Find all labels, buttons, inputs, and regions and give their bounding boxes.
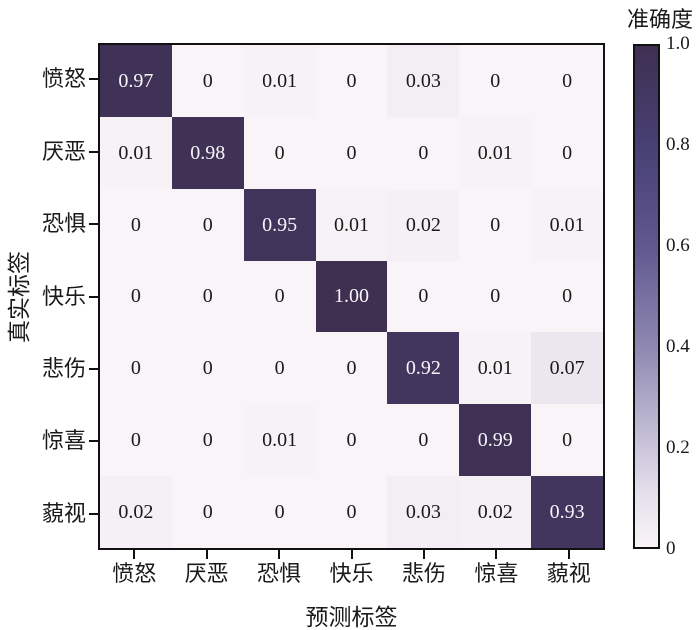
colorbar-tick-label: 0 [666,538,676,559]
matrix-cell: 0 [315,116,388,189]
matrix-cell: 1.00 [315,260,388,333]
x-axis-title: 预测标签 [305,605,398,630]
matrix-cell: 0 [531,260,603,333]
colorbar-tick-label: 0.4 [666,336,690,357]
heatmap-plot: 0.97 0 0.01 0 0.03 0 0 0.01 0.98 0 0 0 0.01 0 0 0 0.95 0.… [98,43,605,550]
matrix-cell: 0 [171,404,244,477]
matrix-cell: 0.01 [315,188,388,261]
matrix-cell: 0 [387,404,460,477]
x-tick-label: 快乐 [329,561,374,586]
matrix-cell: 0.01 [243,404,316,477]
x-tick-mark [495,550,498,559]
matrix-cell: 0 [315,476,388,548]
matrix-cell: 0 [459,260,532,333]
x-tick-label: 愤怒 [112,561,157,586]
y-tick-mark [89,440,98,443]
x-tick-mark [205,550,208,559]
y-tick-mark [89,512,98,515]
x-tick-mark [133,550,136,559]
colorbar-tick-label: 1.0 [666,33,690,54]
matrix-cell: 0 [459,45,532,117]
matrix-cell: 0 [100,260,172,333]
matrix-cell: 0.01 [100,116,172,189]
matrix-cell: 0 [100,332,172,405]
matrix-cell: 0 [315,404,388,477]
matrix-cell: 0 [100,404,172,477]
matrix-cell: 0 [100,188,172,261]
matrix-cell: 0 [171,45,244,117]
colorbar-tick-label: 0.6 [666,235,690,256]
x-tick-label: 惊喜 [474,561,519,586]
x-tick-label: 悲伤 [401,561,446,586]
matrix-cell: 0.01 [243,45,316,117]
y-tick-mark [89,150,98,153]
matrix-cell: 0 [243,116,316,189]
x-axis-tick-labels: 愤怒 厌恶 恐惧 快乐 悲伤 惊喜 藐视 [98,559,605,589]
matrix-cell: 0.99 [459,404,532,477]
y-tick-mark [89,367,98,370]
x-tick-label: 藐视 [546,561,591,586]
matrix-cell: 0 [531,45,603,117]
matrix-cell: 0 [531,404,603,477]
matrix-cell: 0.03 [387,45,460,117]
matrix-cell: 0 [315,45,388,117]
matrix-cell: 0.02 [100,476,172,548]
colorbar-gradient [633,44,660,549]
y-tick-label: 快乐 [41,283,86,309]
x-tick-mark [350,550,353,559]
y-tick-mark [89,78,98,81]
matrix-cell: 0 [171,476,244,548]
matrix-cell: 0 [315,332,388,405]
matrix-cell: 0.95 [243,188,316,261]
matrix-cell: 0.97 [100,45,172,117]
matrix-cell: 0 [243,476,316,548]
matrix-cell: 0.98 [171,116,244,189]
matrix-cell: 0.01 [459,332,532,405]
y-tick-label: 愤怒 [41,66,86,92]
matrix-cell: 0 [243,260,316,333]
matrix-cell: 0.01 [531,188,603,261]
x-tick-mark [567,550,570,559]
matrix-cell: 0.02 [387,188,460,261]
matrix-cell: 0 [387,260,460,333]
colorbar-tick-label: 0.8 [666,134,690,155]
y-tick-label: 惊喜 [41,428,86,454]
x-tick-mark [278,550,281,559]
y-tick-label: 藐视 [41,500,86,526]
y-axis-tick-labels: 愤怒厌恶恐惧快乐悲伤惊喜藐视 [0,43,86,550]
matrix-cell: 0 [243,332,316,405]
matrix-cell: 0.93 [531,476,603,548]
x-tick-mark [422,550,425,559]
matrix-cell: 0 [387,116,460,189]
x-tick-label: 恐惧 [257,561,302,586]
y-tick-label: 厌恶 [41,138,86,164]
colorbar-tick-label: 0.2 [666,437,690,458]
matrix-cell: 0 [171,260,244,333]
x-tick-label: 厌恶 [184,561,229,586]
matrix-cell: 0 [171,332,244,405]
y-tick-label: 恐惧 [41,211,86,237]
matrix-cell: 0.07 [531,332,603,405]
matrix-cell: 0.02 [459,476,532,548]
matrix-cell: 0.01 [459,116,532,189]
matrix-cell: 0 [171,188,244,261]
y-tick-mark [89,223,98,226]
matrix-cell: 0 [531,116,603,189]
y-tick-mark [89,295,98,298]
matrix-cell: 0.03 [387,476,460,548]
y-tick-label: 悲伤 [41,355,86,381]
matrix-cell: 0 [459,188,532,261]
colorbar-title: 准确度 [626,7,693,32]
matrix-cell: 0.92 [387,332,460,405]
